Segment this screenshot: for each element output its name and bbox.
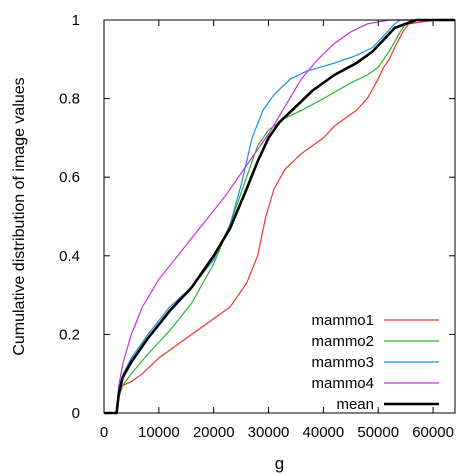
legend-label-mammo4: mammo4 — [311, 375, 374, 392]
x-tick-label: 40000 — [303, 424, 345, 441]
series-line-mammo3 — [104, 19, 455, 414]
y-tick-label: 0.2 — [59, 326, 80, 343]
y-tick-label: 0 — [72, 405, 80, 422]
plot-frame — [103, 19, 456, 414]
y-tick-label: 0.6 — [59, 169, 80, 186]
x-tick-label: 60000 — [412, 424, 454, 441]
y-tick-label: 0.8 — [59, 91, 80, 108]
series-line-mammo4 — [104, 19, 455, 414]
legend-label-mean: mean — [336, 396, 374, 413]
series-line-mammo2 — [104, 19, 455, 414]
x-tick-label: 0 — [100, 424, 108, 441]
legend: mammo1 mammo2 mammo3 mammo4 mean — [311, 312, 439, 413]
y-tick-label: 1 — [72, 12, 80, 29]
x-tick-label: 10000 — [138, 424, 180, 441]
axes-layer: 0 10000 20000 30000 40000 50000 60000 0 0.2 0.4 0.… — [59, 12, 456, 441]
y-axis-label: Cumulative distribution of image values — [11, 77, 28, 355]
legend-label-mammo1: mammo1 — [311, 312, 374, 329]
x-tick-label: 20000 — [193, 424, 235, 441]
series-line-mean — [104, 18, 455, 415]
plot-data-layer — [104, 18, 455, 415]
series-line-mammo1 — [104, 19, 455, 414]
legend-label-mammo2: mammo2 — [311, 333, 374, 350]
x-tick-label: 50000 — [357, 424, 399, 441]
x-axis-label: g — [275, 454, 284, 473]
x-tick-label: 30000 — [248, 424, 290, 441]
y-tick-label: 0.4 — [59, 248, 80, 265]
legend-label-mammo3: mammo3 — [311, 354, 374, 371]
